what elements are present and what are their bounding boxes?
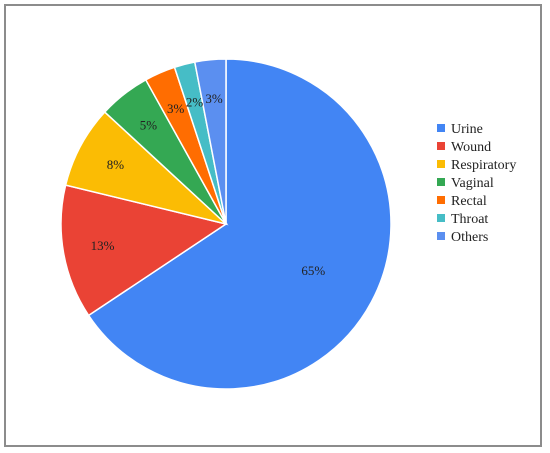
pie-slice-urine [87, 58, 392, 390]
legend-label-others: Others [451, 230, 488, 245]
slice-label-wound: 13% [91, 238, 115, 253]
pie-slices [60, 58, 392, 390]
pie-slice-wound [60, 184, 228, 317]
legend-swatch-wound [437, 142, 445, 150]
slice-label-respiratory: 8% [107, 157, 125, 172]
legend-label-urine: Urine [451, 122, 483, 137]
pie-slice-labels: 65% 13% 8% 5% 3% 2% 3% [91, 91, 326, 278]
legend-label-throat: Throat [451, 212, 488, 227]
pie-slice-others [193, 58, 227, 225]
legend-label-respiratory: Respiratory [451, 158, 516, 173]
legend-swatch-throat [437, 214, 445, 222]
slice-label-throat: 2% [186, 95, 204, 110]
legend-swatch-respiratory [437, 160, 445, 168]
legend-swatch-others [437, 232, 445, 240]
legend-swatch-vaginal [437, 178, 445, 186]
legend-label-rectal: Rectal [451, 194, 487, 209]
legend-swatch-rectal [437, 196, 445, 204]
slice-label-urine: 65% [301, 263, 325, 278]
legend-label-vaginal: Vaginal [451, 176, 494, 191]
slice-label-others: 3% [205, 91, 223, 106]
slice-label-rectal: 3% [167, 101, 185, 116]
legend-swatch-urine [437, 124, 445, 132]
legend-label-wound: Wound [451, 140, 491, 155]
slice-label-vaginal: 5% [140, 117, 158, 132]
legend: Urine Wound Respiratory Vaginal Rectal Throat… [437, 122, 516, 245]
